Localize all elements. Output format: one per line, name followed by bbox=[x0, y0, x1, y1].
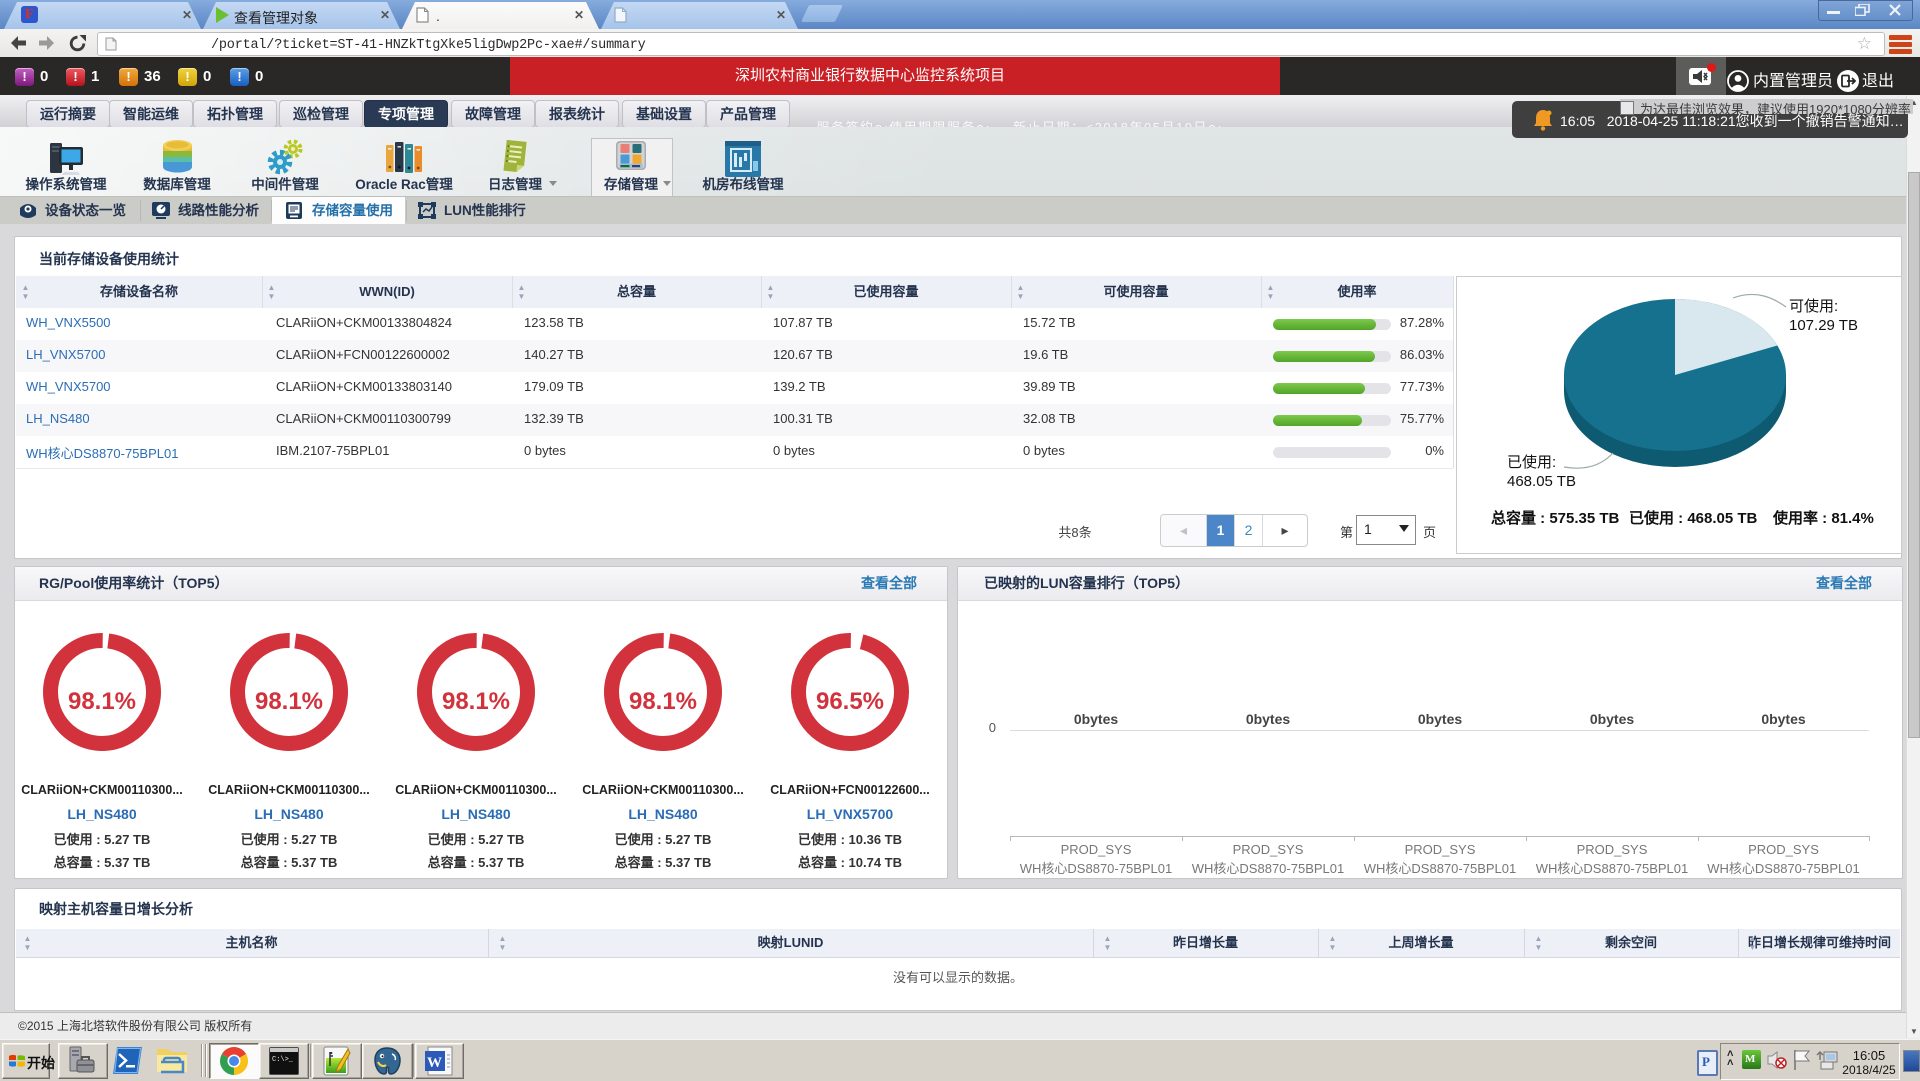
svg-text:468.05 TB: 468.05 TB bbox=[1507, 473, 1576, 490]
svg-text:107.29 TB: 107.29 TB bbox=[1789, 317, 1858, 334]
svg-text:W: W bbox=[427, 1055, 442, 1071]
svg-text:C:\>_: C:\>_ bbox=[272, 1056, 294, 1064]
svg-text:总容量 : 575.35 TB: 总容量 : 575.35 TB bbox=[1491, 509, 1620, 527]
svg-text:使用率 : 81.4%: 使用率 : 81.4% bbox=[1772, 509, 1874, 527]
svg-text:98.1%: 98.1% bbox=[68, 688, 136, 715]
svg-text:98.1%: 98.1% bbox=[442, 688, 510, 715]
svg-text:可使用:: 可使用: bbox=[1789, 298, 1838, 315]
svg-text:96.5%: 96.5% bbox=[816, 688, 884, 715]
svg-text:98.1%: 98.1% bbox=[629, 688, 697, 715]
svg-text:98.1%: 98.1% bbox=[255, 688, 323, 715]
svg-text:已使用 : 468.05 TB: 已使用 : 468.05 TB bbox=[1629, 509, 1758, 527]
svg-text:已使用:: 已使用: bbox=[1507, 454, 1556, 471]
